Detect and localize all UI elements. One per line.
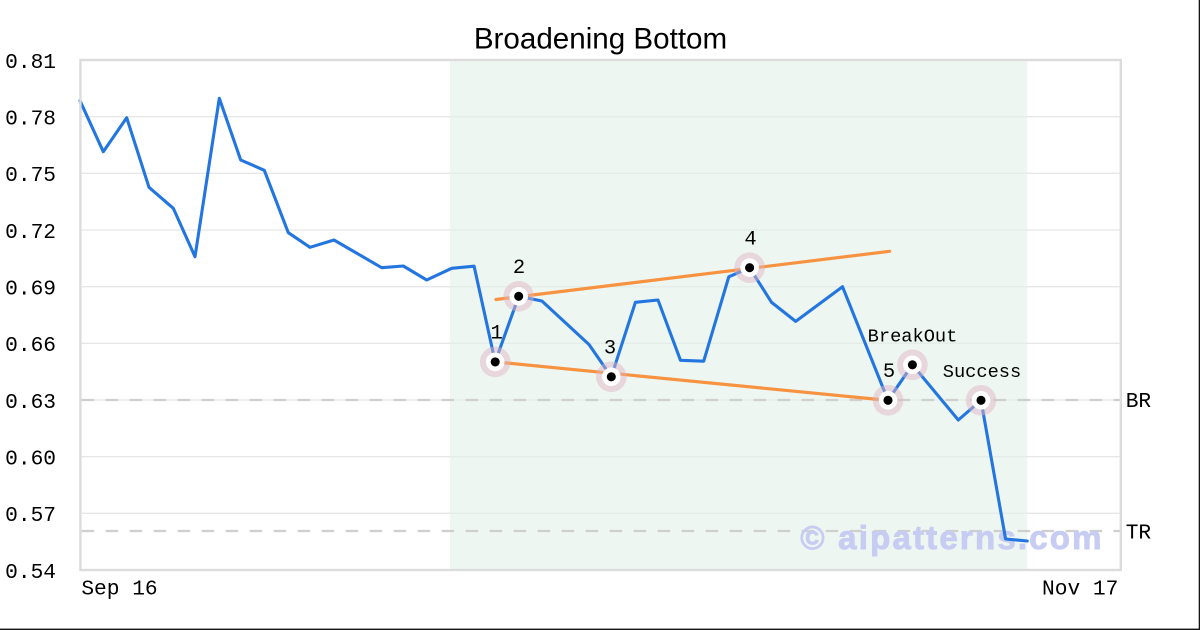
svg-text:0.66: 0.66 [5, 334, 56, 358]
svg-text:4: 4 [744, 228, 756, 251]
svg-text:Broadening Bottom: Broadening Bottom [474, 23, 727, 56]
svg-text:Success: Success [943, 361, 1022, 383]
svg-text:5: 5 [883, 361, 895, 384]
svg-text:Sep 16: Sep 16 [81, 578, 157, 602]
svg-text:BR: BR [1126, 390, 1152, 414]
svg-text:0.57: 0.57 [5, 504, 56, 528]
svg-text:BreakOut: BreakOut [868, 326, 958, 348]
svg-text:3: 3 [604, 337, 616, 360]
svg-text:Nov 17: Nov 17 [1042, 578, 1118, 602]
svg-text:0.81: 0.81 [5, 51, 56, 75]
svg-text:0.54: 0.54 [5, 561, 56, 585]
svg-text:0.72: 0.72 [5, 221, 56, 245]
svg-text:2: 2 [513, 257, 525, 280]
svg-text:0.78: 0.78 [5, 108, 56, 132]
svg-text:1: 1 [491, 322, 503, 345]
svg-text:0.69: 0.69 [5, 278, 56, 302]
svg-text:0.63: 0.63 [5, 391, 56, 415]
svg-text:TR: TR [1126, 522, 1152, 546]
svg-text:0.75: 0.75 [5, 164, 56, 188]
svg-text:© aipatterns.com: © aipatterns.com [800, 519, 1103, 556]
svg-text:0.60: 0.60 [5, 448, 56, 472]
